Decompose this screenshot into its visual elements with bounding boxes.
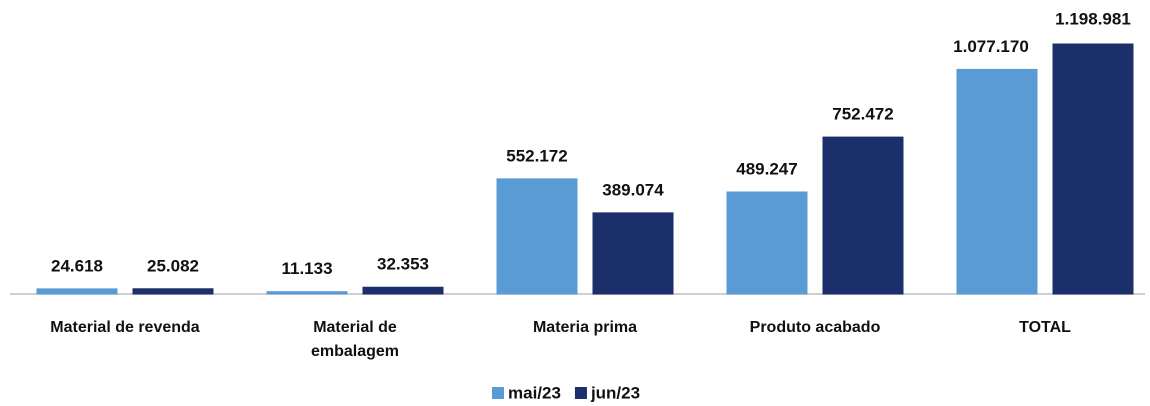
value-label: 752.472: [832, 105, 893, 124]
value-label: 25.082: [147, 256, 199, 275]
x-tick-label: Produto acabado: [749, 319, 881, 336]
value-label: 389.074: [602, 180, 664, 199]
bar-shade: [496, 178, 578, 295]
value-label: 552.172: [506, 146, 567, 165]
x-tick-label: Material de revenda: [50, 319, 200, 336]
value-label: 489.247: [736, 159, 797, 178]
legend-label: jun/23: [590, 383, 640, 402]
bar-shade: [726, 191, 808, 295]
legend-swatch: [574, 387, 587, 399]
x-tick-label: TOTAL: [1019, 319, 1071, 336]
bar-shade: [956, 68, 1038, 295]
bar-shade: [592, 212, 674, 295]
value-label: 1.077.170: [953, 37, 1029, 56]
x-tick-label: Material de embalagem: [310, 319, 400, 360]
bar-shade: [36, 288, 118, 295]
bar-shade: [822, 136, 904, 295]
value-label: 1.198.981: [1055, 9, 1131, 28]
bar-shade: [1052, 43, 1134, 295]
bar-shade: [132, 288, 214, 295]
bar-shade: [362, 286, 444, 295]
value-label: 32.353: [377, 255, 429, 274]
x-tick-label: Materia prima: [532, 319, 638, 336]
value-label: 24.618: [51, 256, 103, 275]
bar-shade: [266, 291, 348, 295]
value-label: 11.133: [281, 259, 332, 278]
legend-swatch: [492, 387, 504, 399]
legend-label: mai/23: [508, 383, 561, 402]
